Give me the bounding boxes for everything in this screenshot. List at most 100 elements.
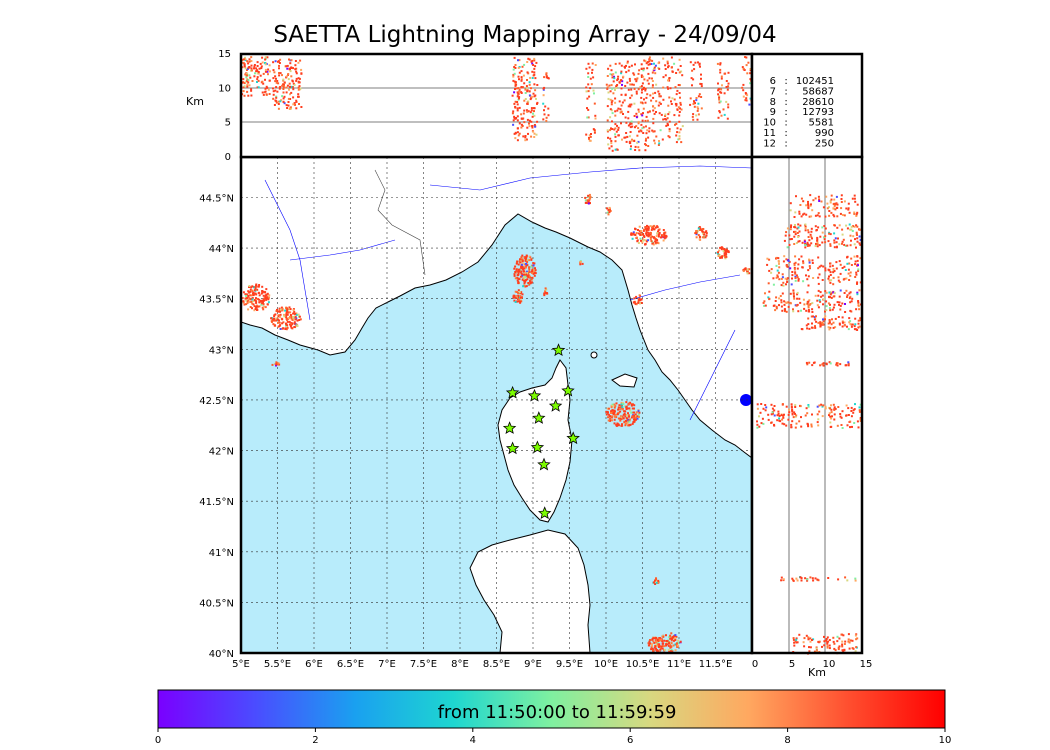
- lightning-source: [612, 412, 615, 414]
- lightning-source: [515, 291, 518, 293]
- lightning-source: [518, 122, 521, 125]
- lightning-source: [806, 327, 809, 330]
- lightning-source: [250, 94, 253, 97]
- lightning-source: [266, 70, 269, 73]
- lightning-source: [820, 295, 823, 298]
- lightning-source: [526, 118, 529, 121]
- lightning-source: [645, 115, 648, 118]
- lightning-source: [646, 224, 648, 227]
- lightning-source: [607, 419, 610, 422]
- lightning-source: [261, 61, 264, 64]
- lightning-source: [632, 301, 635, 304]
- lightning-source: [662, 229, 665, 231]
- lightning-source: [653, 112, 656, 115]
- lightning-source: [853, 255, 856, 258]
- lightning-source: [624, 422, 627, 425]
- lightning-source: [251, 297, 254, 300]
- lightning-source: [680, 141, 683, 144]
- lightning-source: [654, 641, 657, 644]
- lightning-source: [650, 228, 653, 231]
- lightning-source: [661, 640, 664, 643]
- lightning-source: [629, 79, 631, 82]
- lightning-source: [830, 323, 833, 326]
- lightning-source: [776, 419, 779, 422]
- lightning-source: [833, 270, 836, 272]
- lightning-source: [655, 581, 658, 584]
- lightning-source: [262, 303, 265, 306]
- lightning-source: [273, 104, 276, 106]
- lightning-source: [288, 308, 290, 311]
- lightning-source: [517, 134, 520, 137]
- lightning-source: [786, 277, 789, 280]
- lightning-source: [282, 100, 285, 103]
- lightning-source: [282, 321, 285, 324]
- lightning-source: [280, 99, 283, 102]
- lightning-source: [854, 276, 857, 278]
- lightning-source: [654, 72, 657, 75]
- lightning-source: [794, 415, 797, 418]
- lightning-source: [250, 64, 253, 67]
- lightning-source: [847, 328, 850, 331]
- right-alt-tick-label: 5: [789, 659, 795, 670]
- lightning-source: [666, 117, 669, 120]
- lightning-source: [857, 319, 860, 322]
- lightning-source: [775, 305, 778, 308]
- lightning-source: [820, 264, 823, 267]
- lightning-source: [544, 290, 546, 293]
- lightning-source: [808, 239, 811, 242]
- lightning-source: [671, 638, 673, 641]
- lightning-source: [587, 83, 590, 86]
- lightning-source: [621, 408, 624, 411]
- lightning-source: [653, 107, 656, 110]
- lightning-source: [678, 92, 681, 94]
- lightning-source: [633, 419, 636, 422]
- lightning-source: [511, 112, 514, 115]
- lightning-source: [700, 73, 702, 76]
- lightning-source: [832, 271, 835, 274]
- lightning-source: [609, 417, 612, 420]
- lightning-source: [649, 639, 651, 641]
- lightning-source: [773, 414, 776, 417]
- lightning-source: [614, 89, 616, 91]
- lightning-source: [716, 62, 719, 65]
- lightning-source: [726, 250, 728, 253]
- lightning-source: [287, 101, 290, 103]
- lightning-source: [814, 294, 817, 297]
- chart-title: SAETTA Lightning Mapping Array - 24/09/0…: [273, 22, 777, 48]
- lightning-source: [256, 309, 259, 311]
- lightning-source: [802, 213, 805, 216]
- lightning-source: [588, 134, 591, 137]
- lightning-source: [542, 102, 545, 105]
- lightning-source: [520, 258, 523, 261]
- lightning-source: [812, 361, 815, 364]
- lightning-source: [264, 90, 267, 93]
- lightning-source: [637, 413, 640, 416]
- lightning-source: [528, 90, 531, 93]
- lightning-source: [821, 405, 824, 408]
- lightning-source: [525, 256, 528, 258]
- lightning-source: [521, 65, 524, 68]
- time-colorbar: from 11:50:00 to 11:59:59 0 2 4 6 8 10: [155, 689, 951, 746]
- lightning-source: [521, 274, 524, 277]
- lightning-source: [608, 147, 611, 150]
- lightning-source: [286, 67, 289, 70]
- lightning-source: [271, 320, 273, 323]
- lightning-source: [268, 79, 271, 82]
- right-alt-tick-label: 10: [823, 659, 836, 670]
- lightning-source: [294, 64, 297, 67]
- lightning-source: [808, 650, 811, 653]
- lightning-source: [251, 69, 253, 72]
- lightning-source: [719, 71, 722, 74]
- lightning-source: [727, 82, 730, 85]
- lightning-source: [776, 275, 779, 278]
- lightning-source: [851, 647, 854, 650]
- lightning-source: [796, 303, 799, 306]
- lightning-source: [277, 321, 279, 324]
- lightning-source: [640, 68, 643, 70]
- lightning-source: [830, 425, 833, 428]
- lightning-source: [810, 425, 813, 428]
- lightning-source: [250, 286, 253, 289]
- lightning-source: [645, 232, 648, 235]
- lightning-source: [859, 403, 862, 406]
- colorbar-tick-label: 0: [155, 735, 161, 746]
